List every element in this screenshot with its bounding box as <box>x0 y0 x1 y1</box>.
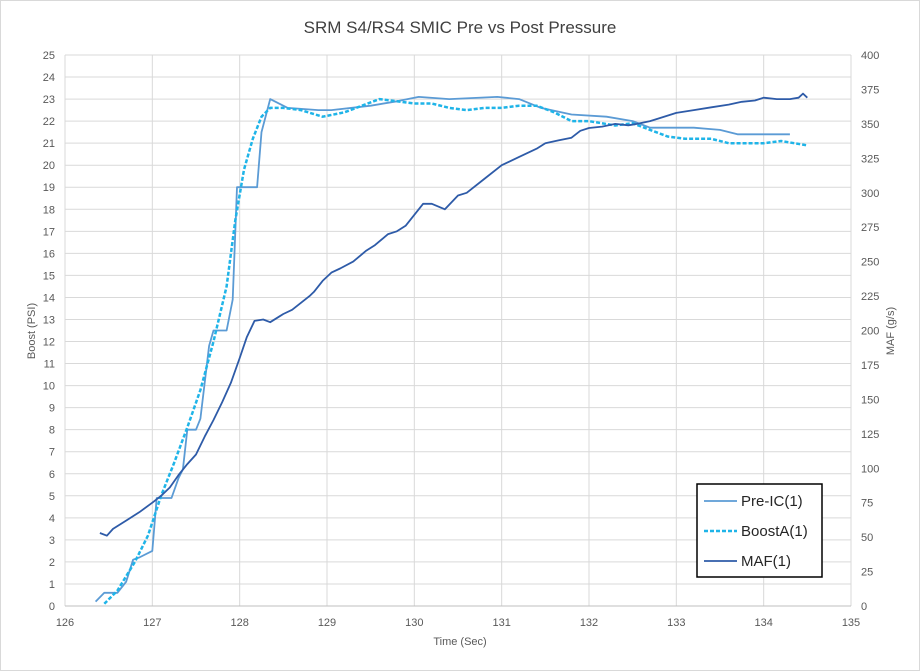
left-tick-label: 16 <box>43 248 55 260</box>
left-tick-label: 18 <box>43 204 55 216</box>
x-axis-tick-labels: 126 127 128 129 130 131 132 133 134 135 <box>56 617 860 629</box>
left-tick-label: 24 <box>43 72 55 84</box>
right-tick-label: 175 <box>861 360 879 372</box>
series-lines <box>94 92 808 605</box>
x-tick-label: 131 <box>492 617 510 629</box>
x-tick-label: 133 <box>667 617 685 629</box>
right-tick-label: 300 <box>861 188 879 200</box>
right-tick-label: 375 <box>861 84 879 96</box>
x-tick-label: 129 <box>318 617 336 629</box>
series-line-maf-1 <box>99 92 808 537</box>
right-tick-label: 200 <box>861 326 879 338</box>
left-tick-label: 7 <box>49 447 55 459</box>
right-tick-label: 75 <box>861 498 873 510</box>
left-tick-label: 0 <box>49 601 55 613</box>
x-tick-label: 127 <box>143 617 161 629</box>
right-tick-label: 125 <box>861 429 879 441</box>
left-tick-label: 15 <box>43 270 55 282</box>
x-axis-title: Time (Sec) <box>433 636 486 648</box>
right-tick-label: 225 <box>861 291 879 303</box>
left-tick-label: 25 <box>43 50 55 62</box>
left-tick-label: 3 <box>49 535 55 547</box>
right-axis-title: MAF (g/s) <box>885 307 897 355</box>
left-tick-label: 4 <box>49 513 55 525</box>
series-line-pre-ic-1 <box>94 96 790 603</box>
right-tick-label: 400 <box>861 50 879 62</box>
left-tick-label: 11 <box>44 359 55 371</box>
legend-label: MAF(1) <box>741 553 791 570</box>
right-tick-label: 50 <box>861 532 873 544</box>
right-tick-label: 0 <box>861 601 867 613</box>
left-tick-label: 19 <box>43 182 55 194</box>
left-tick-label: 22 <box>43 116 55 128</box>
left-tick-label: 21 <box>43 138 55 150</box>
x-tick-label: 135 <box>842 617 860 629</box>
left-tick-label: 20 <box>43 160 55 172</box>
left-tick-label: 23 <box>43 94 55 106</box>
left-tick-label: 5 <box>49 491 55 503</box>
left-tick-label: 8 <box>49 425 55 437</box>
left-tick-label: 2 <box>49 557 55 569</box>
left-tick-label: 6 <box>49 469 55 481</box>
legend-label: Pre-IC(1) <box>741 493 803 510</box>
right-tick-label: 150 <box>861 394 879 406</box>
right-tick-label: 250 <box>861 257 879 269</box>
left-tick-label: 9 <box>49 403 55 415</box>
x-tick-label: 126 <box>56 617 74 629</box>
left-tick-label: 12 <box>43 337 55 349</box>
right-tick-label: 275 <box>861 222 879 234</box>
x-tick-label: 130 <box>405 617 423 629</box>
legend: Pre-IC(1) BoostA(1) MAF(1) <box>696 483 823 578</box>
left-tick-label: 10 <box>43 381 55 393</box>
series-line-boosta-1 <box>103 97 808 605</box>
left-axis-title: Boost (PSI) <box>26 303 38 359</box>
x-tick-label: 128 <box>230 617 248 629</box>
chart-title: SRM S4/RS4 SMIC Pre vs Post Pressure <box>304 18 617 37</box>
left-tick-label: 17 <box>43 226 55 238</box>
gridlines <box>64 54 852 607</box>
left-axis-tick-labels: 0123456789101112131415161718192021222324… <box>43 50 55 613</box>
right-axis-tick-labels: 0 25 50 75 100 125 150 175 200 225 250 275 300 325 350… <box>861 50 879 613</box>
left-tick-label: 1 <box>49 579 55 591</box>
right-tick-label: 350 <box>861 119 879 131</box>
legend-label: BoostA(1) <box>741 523 808 540</box>
right-tick-label: 25 <box>861 567 873 579</box>
right-tick-label: 325 <box>861 153 879 165</box>
x-tick-label: 132 <box>580 617 598 629</box>
x-tick-label: 134 <box>754 617 772 629</box>
left-tick-label: 14 <box>43 292 55 304</box>
left-tick-label: 13 <box>43 314 55 326</box>
right-tick-label: 100 <box>861 463 879 475</box>
